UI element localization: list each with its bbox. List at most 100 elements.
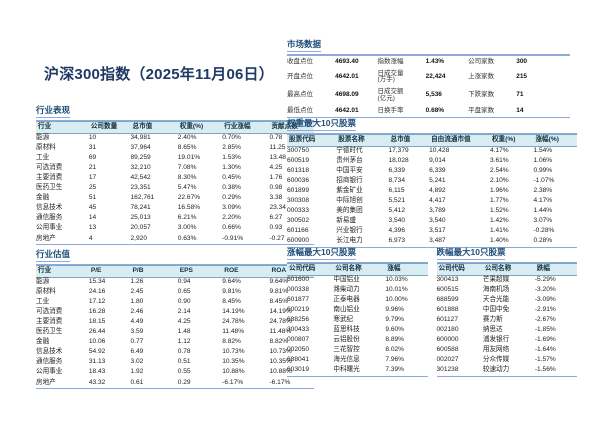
table-cell: 2.38% — [533, 187, 553, 195]
table-cell: 8.82% — [269, 338, 289, 346]
col-loss: 跌幅 — [534, 263, 577, 276]
market-stat-label: 收盘点位 — [287, 55, 336, 69]
row-label-stock-code: 300308 — [287, 197, 310, 205]
table-cell: -5.29% — [534, 276, 556, 284]
row-label-industry: 公用事业 — [36, 224, 63, 232]
table-row: 医药卫生 26.44 3.59 1.48 11.48% 11.48% — [36, 328, 314, 338]
table-row: 信息技术 45 78,241 16.58% 3.09% 23.34 — [36, 204, 314, 214]
table-cell: 5,412 — [388, 207, 405, 215]
table-cell: 11.25 — [269, 144, 286, 152]
table-row: 原材料 31 37,964 8.65% 2.85% 11.25 — [36, 144, 314, 154]
table-row: 002180 纳思达 -1.85% — [437, 326, 578, 336]
table-header-row: 行业 P/E P/B EPS ROE ROA — [36, 265, 314, 278]
page-title: 沪深300指数（2025年11月06日） — [44, 66, 274, 83]
table-cell: -1.69% — [534, 336, 556, 344]
table-cell: 0.29% — [222, 194, 241, 202]
row-label-company-code: 002027 — [436, 356, 459, 364]
row-label-stock-code: 600519 — [287, 157, 310, 165]
table-cell: 24.78% — [222, 318, 245, 326]
row-label-company-code: 002180 — [436, 326, 459, 334]
market-stat-label: 平盘家数 — [468, 104, 517, 118]
table-cell: -6.17% — [269, 378, 291, 386]
table-row: 工业 17.12 1.80 0.90 8.45% 8.45% — [36, 298, 314, 308]
table-cell: 32,210 — [130, 164, 151, 172]
row-label-company-code: 688599 — [436, 296, 459, 304]
table-row: 医药卫生 25 23,351 5.47% 0.38% 0.98 — [36, 184, 314, 194]
table-cell: -1.85% — [534, 326, 556, 334]
row-label-industry: 工业 — [36, 298, 50, 306]
table-row: 601888 中国中免 -2.91% — [437, 306, 578, 316]
table-cell: -2.91% — [534, 306, 556, 314]
table-cell: 7.39% — [385, 366, 405, 374]
market-data-section: 市场数据 收盘点位 4693.40 指数涨幅 1.43% 公司家数 300 开盘点位 4642… — [287, 34, 570, 118]
row-label-company-code: 601600 — [287, 276, 310, 284]
table-cell: 0.28% — [533, 237, 553, 245]
table-cell: -2.67% — [534, 316, 556, 324]
table-row: 601166 兴业银行 4,396 3,517 1.41% -0.28% — [287, 227, 577, 237]
top-weight-table: 股票代码 股票名称 总市值 自由流通市值 权重(%) 涨幅(%) 300750 宁… — [287, 134, 577, 248]
row-label-company-code: 300433 — [287, 326, 310, 334]
col-industry-gain: 行业涨幅 — [222, 121, 270, 134]
table-cell: 0.77 — [130, 338, 144, 346]
table-cell: 37,964 — [130, 144, 151, 152]
table-cell: 中科曙光 — [333, 366, 360, 374]
market-data-row: 开盘点位 4642.01 日成交量 (万手) 22,424 上涨家数 215 — [287, 68, 570, 86]
table-cell: 天合光能 — [482, 296, 510, 304]
table-row: 工业 69 89,259 19.01% 1.53% 13.48 — [36, 154, 314, 164]
table-cell: 25 — [88, 184, 97, 192]
table-cell: 31.13 — [88, 358, 106, 366]
table-cell: 24.16 — [88, 288, 106, 296]
table-cell: 8,734 — [388, 177, 405, 185]
table-cell: 1.40% — [489, 237, 509, 245]
table-cell: 10.06 — [88, 338, 106, 346]
table-cell: 0.45% — [222, 174, 241, 182]
table-cell: 新易盛 — [336, 217, 357, 225]
table-cell: 0.94 — [177, 278, 191, 286]
table-cell: 较速动力 — [482, 366, 510, 374]
table-cell: 25,013 — [130, 214, 151, 222]
col-stock-name: 股票名称 — [336, 134, 389, 147]
table-cell: 3,487 — [429, 237, 446, 245]
table-cell: -1.56% — [534, 366, 556, 374]
table-cell: 4,396 — [388, 227, 405, 235]
section-title-top-gainers: 涨幅最大10只股票 — [287, 246, 356, 260]
table-cell: 14.19% — [269, 308, 292, 316]
table-cell: 8.65% — [177, 144, 197, 152]
table-cell: 寒武纪 — [333, 316, 354, 324]
row-label-industry: 工业 — [36, 154, 50, 162]
table-cell: 5,241 — [429, 177, 446, 185]
table-cell: 南山铝业 — [333, 306, 360, 314]
table-row: 000338 潍柴动力 10.01% — [287, 286, 428, 296]
table-row: 688599 天合光能 -3.09% — [437, 296, 578, 306]
table-cell: 贵州茅台 — [336, 157, 363, 165]
table-cell: -6.17% — [222, 378, 244, 386]
table-row: 600515 海南机场 -3.20% — [437, 286, 578, 296]
table-row: 房地产 43.32 0.61 0.29 -6.17% -6.17% — [36, 378, 314, 389]
table-cell: 10.73% — [269, 348, 292, 356]
row-label-stock-code: 601318 — [287, 167, 310, 175]
table-cell: 23.34 — [269, 204, 286, 212]
section-title-top-weight: 权重最大10只股票 — [287, 117, 356, 131]
col-change-pct: 涨幅(%) — [533, 134, 577, 147]
table-cell: 4.25 — [177, 318, 191, 326]
market-stat-label: 下跌家数 — [468, 91, 495, 99]
table-cell: 9.79% — [385, 316, 405, 324]
table-cell: 43.32 — [88, 378, 106, 386]
table-cell: 11.48% — [269, 328, 292, 336]
table-cell: 蓝思科技 — [333, 326, 360, 334]
market-stat-label: 指数涨幅 — [377, 55, 426, 69]
table-cell: -0.28% — [533, 227, 555, 235]
table-row: 300433 蓝思科技 9.60% — [287, 326, 428, 336]
market-stat-value: 215 — [516, 72, 528, 80]
col-eps: EPS — [177, 265, 223, 278]
row-label-company-code: 000338 — [287, 286, 310, 294]
top-gainers-body: 601600 中国铝业 10.03% 000338 潍柴动力 10.01% 601877 正泰… — [287, 275, 428, 376]
table-cell: 10.03% — [385, 276, 408, 284]
table-row: 601127 赛力斯 -2.67% — [437, 316, 578, 326]
table-header-row: 股票代码 股票名称 总市值 自由流通市值 权重(%) 涨幅(%) — [287, 134, 577, 147]
market-stat-value: 0.68% — [425, 104, 469, 118]
table-cell: 1.06% — [533, 157, 553, 165]
table-row: 300502 新易盛 3,540 3,540 1.42% 3.07% — [287, 217, 577, 227]
col-pb: P/B — [130, 265, 178, 278]
table-cell: 5.47% — [177, 184, 197, 192]
